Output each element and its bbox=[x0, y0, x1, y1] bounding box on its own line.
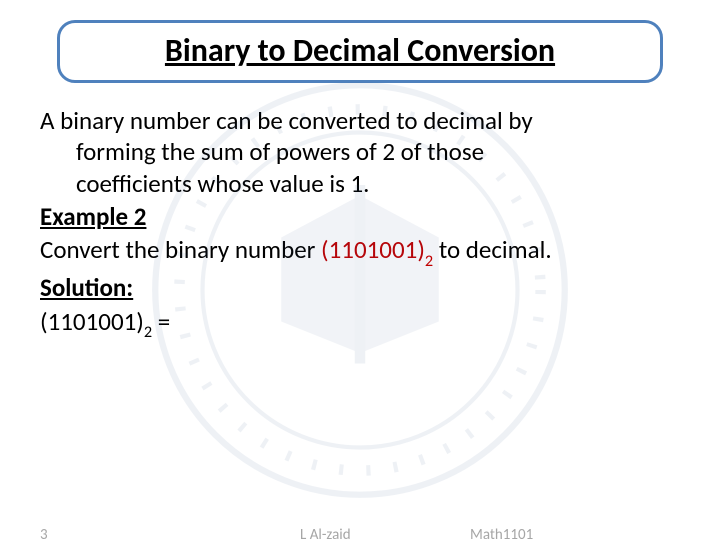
solution-subscript: 2 bbox=[144, 323, 152, 342]
intro-paragraph: A binary number can be converted to deci… bbox=[40, 105, 680, 199]
example-pre: Convert the binary number bbox=[40, 234, 321, 265]
footer: 3 L Al-zaid Math1101 bbox=[0, 526, 720, 544]
title-box: Binary to Decimal Conversion bbox=[57, 20, 663, 83]
example-label: Example 2 bbox=[40, 201, 146, 232]
footer-course: Math1101 bbox=[470, 526, 533, 544]
slide-title: Binary to Decimal Conversion bbox=[165, 31, 555, 70]
intro-line-1: A binary number can be converted to deci… bbox=[40, 105, 533, 136]
solution-number: 1101001 bbox=[48, 306, 137, 337]
paren-open: ( bbox=[321, 234, 329, 265]
intro-line-2: forming the sum of powers of 2 of those bbox=[76, 136, 484, 167]
paren-close-2: ) bbox=[136, 306, 144, 337]
footer-author: L Al-zaid bbox=[300, 526, 351, 544]
paren-open-2: ( bbox=[40, 306, 48, 337]
solution-line: (1101001)2 = bbox=[40, 306, 680, 342]
intro-line-3: coefficients whose value is 1. bbox=[76, 168, 369, 199]
example-number: 1101001 bbox=[329, 234, 418, 265]
solution-label: Solution: bbox=[40, 272, 133, 303]
paren-close: ) bbox=[417, 234, 425, 265]
body-content: A binary number can be converted to deci… bbox=[40, 105, 680, 342]
solution-equals: = bbox=[152, 306, 170, 337]
example-subscript: 2 bbox=[425, 252, 433, 271]
example-post: to decimal. bbox=[433, 234, 552, 265]
page-number: 3 bbox=[40, 526, 48, 544]
example-line: Convert the binary number (1101001)2 to … bbox=[40, 234, 680, 270]
